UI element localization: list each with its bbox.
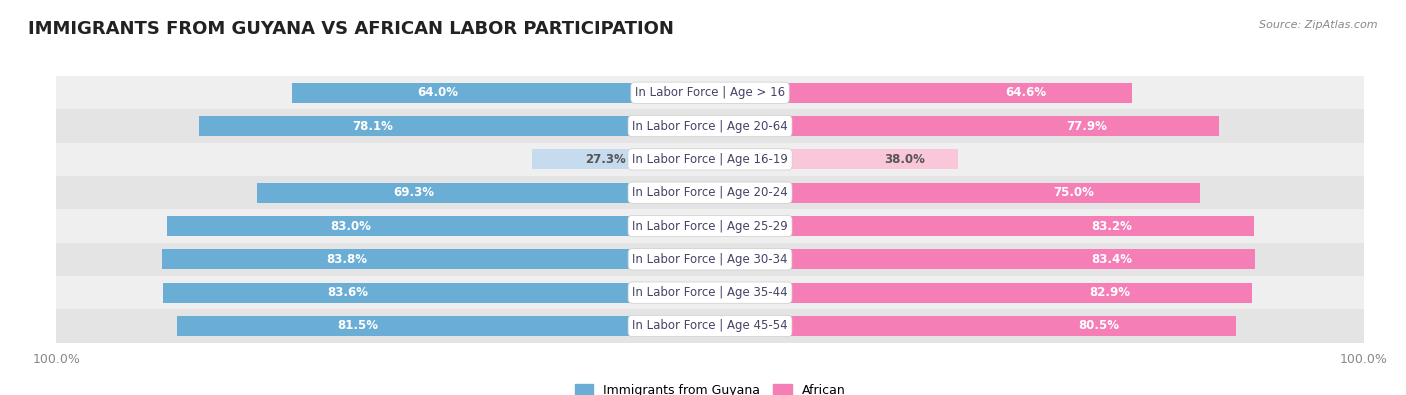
Text: In Labor Force | Age 20-24: In Labor Force | Age 20-24 [633,186,787,199]
Text: In Labor Force | Age 20-64: In Labor Force | Age 20-64 [633,120,787,133]
Text: 83.0%: 83.0% [330,220,371,233]
Bar [56,143,1364,176]
Text: IMMIGRANTS FROM GUYANA VS AFRICAN LABOR PARTICIPATION: IMMIGRANTS FROM GUYANA VS AFRICAN LABOR … [28,20,673,38]
Bar [710,283,1251,303]
Bar [56,243,1364,276]
Text: 83.4%: 83.4% [1091,253,1133,266]
Bar [291,83,710,103]
Text: 64.0%: 64.0% [418,86,458,99]
Text: 38.0%: 38.0% [884,153,925,166]
Bar [710,216,1254,236]
Text: 64.6%: 64.6% [1005,86,1047,99]
Bar [710,249,1256,269]
Text: In Labor Force | Age 25-29: In Labor Force | Age 25-29 [633,220,787,233]
Text: 78.1%: 78.1% [353,120,394,133]
Bar [710,316,1236,336]
Text: 81.5%: 81.5% [337,320,378,333]
Bar [257,183,710,203]
Bar [56,176,1364,209]
Text: 27.3%: 27.3% [585,153,626,166]
Bar [56,309,1364,342]
Bar [200,116,710,136]
Bar [162,249,710,269]
Text: In Labor Force | Age 16-19: In Labor Force | Age 16-19 [633,153,787,166]
Text: In Labor Force | Age 35-44: In Labor Force | Age 35-44 [633,286,787,299]
Text: 75.0%: 75.0% [1053,186,1094,199]
Legend: Immigrants from Guyana, African: Immigrants from Guyana, African [569,379,851,395]
Bar [56,109,1364,143]
Bar [177,316,710,336]
Text: 69.3%: 69.3% [392,186,434,199]
Bar [710,83,1132,103]
Text: 83.6%: 83.6% [328,286,368,299]
Text: Source: ZipAtlas.com: Source: ZipAtlas.com [1260,20,1378,30]
Text: In Labor Force | Age 30-34: In Labor Force | Age 30-34 [633,253,787,266]
Text: 83.2%: 83.2% [1091,220,1132,233]
Text: 82.9%: 82.9% [1090,286,1130,299]
Text: In Labor Force | Age > 16: In Labor Force | Age > 16 [636,86,785,99]
Text: 83.8%: 83.8% [326,253,367,266]
Bar [710,116,1219,136]
Bar [56,209,1364,243]
Bar [710,149,959,169]
Bar [710,183,1201,203]
Bar [163,283,710,303]
Bar [167,216,710,236]
Text: In Labor Force | Age 45-54: In Labor Force | Age 45-54 [633,320,787,333]
Bar [56,276,1364,309]
Text: 80.5%: 80.5% [1078,320,1119,333]
Text: 77.9%: 77.9% [1067,120,1108,133]
Bar [531,149,710,169]
Bar [56,76,1364,109]
